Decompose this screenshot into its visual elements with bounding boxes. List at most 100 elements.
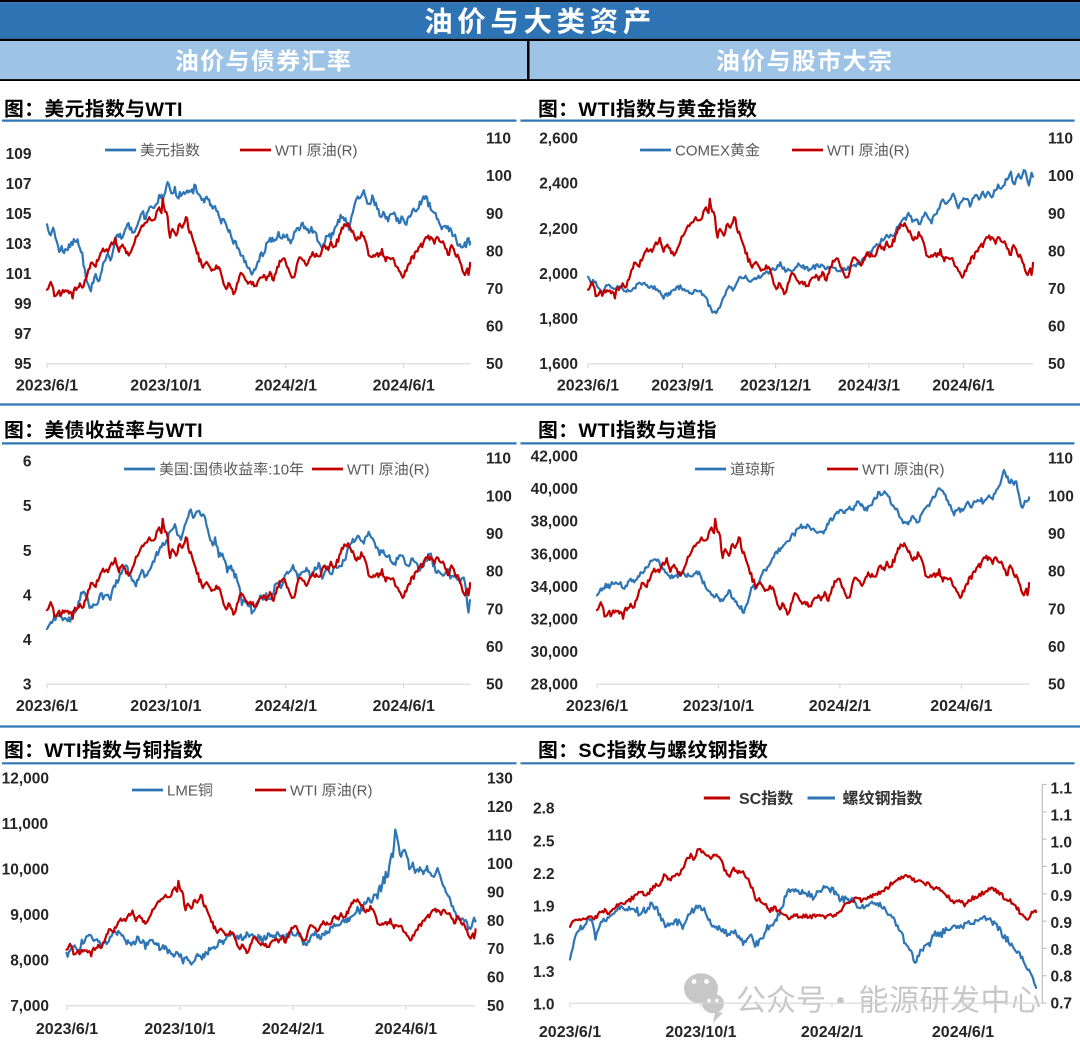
svg-text:1.0: 1.0 (1051, 861, 1073, 878)
svg-text:1.0: 1.0 (533, 997, 555, 1014)
svg-text:5: 5 (23, 543, 32, 560)
svg-text:SC: SC (578, 740, 606, 762)
svg-text:WTI: WTI (827, 142, 855, 159)
svg-text:2023/6/1: 2023/6/1 (566, 698, 628, 715)
svg-text:2,400: 2,400 (539, 176, 578, 193)
svg-text:103: 103 (6, 236, 32, 253)
svg-text:2024/2/1: 2024/2/1 (809, 698, 871, 715)
svg-text:WTI: WTI (578, 99, 615, 121)
svg-text:WTI: WTI (578, 420, 615, 442)
svg-text:30,000: 30,000 (531, 644, 578, 661)
svg-text:1.3: 1.3 (533, 964, 555, 981)
svg-text:38,000: 38,000 (531, 514, 578, 531)
svg-text:99: 99 (14, 296, 32, 313)
svg-text:WTI: WTI (290, 782, 318, 799)
svg-text:WTI: WTI (44, 740, 81, 762)
svg-text:2024/6/1: 2024/6/1 (375, 1021, 437, 1038)
svg-text:2024/2/1: 2024/2/1 (262, 1021, 324, 1038)
svg-text:(R): (R) (337, 142, 358, 159)
svg-text:100: 100 (486, 488, 512, 505)
svg-text:0.7: 0.7 (1051, 996, 1073, 1013)
svg-text:2.2: 2.2 (533, 866, 555, 883)
svg-text:(R): (R) (924, 461, 945, 478)
svg-text:60: 60 (1048, 639, 1065, 656)
svg-text:50: 50 (486, 677, 503, 694)
svg-text::: : (189, 461, 193, 478)
svg-text:9,000: 9,000 (10, 907, 49, 924)
svg-text:0.8: 0.8 (1051, 969, 1073, 986)
svg-text:70: 70 (1048, 601, 1065, 618)
svg-text:1.6: 1.6 (533, 931, 555, 948)
svg-text:(R): (R) (889, 142, 910, 159)
svg-text:110: 110 (1048, 131, 1073, 148)
svg-text:50: 50 (486, 356, 503, 373)
svg-text:2023/9/1: 2023/9/1 (651, 378, 713, 395)
svg-text:2024/6/1: 2024/6/1 (373, 378, 435, 395)
svg-text:(R): (R) (352, 782, 373, 799)
svg-text:70: 70 (486, 601, 503, 618)
svg-text:6: 6 (23, 454, 32, 471)
svg-text:100: 100 (486, 168, 512, 185)
svg-text:42,000: 42,000 (531, 449, 578, 466)
svg-text:110: 110 (486, 451, 511, 468)
svg-text:80: 80 (487, 913, 504, 930)
svg-text:105: 105 (6, 206, 32, 223)
svg-text:40,000: 40,000 (531, 481, 578, 498)
svg-text:80: 80 (486, 564, 503, 581)
svg-text:2023/6/1: 2023/6/1 (16, 378, 78, 395)
svg-text:60: 60 (486, 639, 503, 656)
svg-text:50: 50 (1048, 677, 1065, 694)
svg-text:2024/6/1: 2024/6/1 (373, 698, 435, 715)
svg-text:100: 100 (487, 856, 513, 873)
svg-text:70: 70 (1048, 281, 1065, 298)
svg-text:34,000: 34,000 (531, 579, 578, 596)
svg-text:12,000: 12,000 (2, 771, 49, 788)
svg-text:101: 101 (6, 266, 32, 283)
svg-text:4: 4 (23, 587, 32, 604)
svg-text:0.9: 0.9 (1051, 915, 1073, 932)
svg-text:2023/10/1: 2023/10/1 (665, 1024, 736, 1041)
svg-text:2024/2/1: 2024/2/1 (255, 698, 317, 715)
svg-text:2.8: 2.8 (533, 801, 555, 818)
svg-text:97: 97 (14, 326, 31, 343)
svg-text:36,000: 36,000 (531, 546, 578, 563)
svg-text:2024/2/1: 2024/2/1 (255, 378, 317, 395)
svg-text:2024/3/1: 2024/3/1 (838, 378, 900, 395)
svg-text:70: 70 (486, 281, 503, 298)
svg-text:60: 60 (1048, 319, 1065, 336)
svg-text:COMEX: COMEX (675, 142, 730, 159)
svg-text:11,000: 11,000 (2, 816, 49, 833)
svg-text:70: 70 (487, 941, 504, 958)
svg-text:90: 90 (486, 526, 503, 543)
svg-text:0.9: 0.9 (1051, 888, 1073, 905)
svg-text:120: 120 (487, 799, 513, 816)
svg-text:2,200: 2,200 (539, 221, 578, 238)
svg-text:2023/6/1: 2023/6/1 (557, 378, 619, 395)
svg-text:90: 90 (487, 884, 504, 901)
svg-text:1.9: 1.9 (533, 899, 555, 916)
svg-text:WTI: WTI (275, 142, 303, 159)
svg-text:1,600: 1,600 (539, 356, 578, 373)
svg-text:28,000: 28,000 (531, 677, 578, 694)
svg-text:2023/6/1: 2023/6/1 (36, 1021, 98, 1038)
svg-text:2023/10/1: 2023/10/1 (130, 378, 201, 395)
svg-text:110: 110 (1048, 451, 1073, 468)
svg-text:107: 107 (6, 176, 32, 193)
svg-text:2.5: 2.5 (533, 833, 555, 850)
svg-text:50: 50 (487, 998, 504, 1015)
svg-text:110: 110 (487, 828, 512, 845)
svg-text:2024/6/1: 2024/6/1 (930, 698, 992, 715)
svg-text:2023/6/1: 2023/6/1 (539, 1024, 601, 1041)
svg-text:2023/12/1: 2023/12/1 (740, 378, 811, 395)
svg-text:2023/10/1: 2023/10/1 (144, 1021, 215, 1038)
svg-text:80: 80 (486, 243, 503, 260)
svg-text:130: 130 (487, 771, 513, 788)
svg-text:2,600: 2,600 (539, 131, 578, 148)
svg-text:7,000: 7,000 (10, 998, 49, 1015)
svg-text:2023/10/1: 2023/10/1 (130, 698, 201, 715)
svg-text:2024/2/1: 2024/2/1 (801, 1024, 863, 1041)
svg-text:WTI: WTI (145, 99, 182, 121)
svg-text:95: 95 (14, 356, 32, 373)
svg-text:(R): (R) (409, 461, 430, 478)
svg-text:100: 100 (1048, 168, 1074, 185)
